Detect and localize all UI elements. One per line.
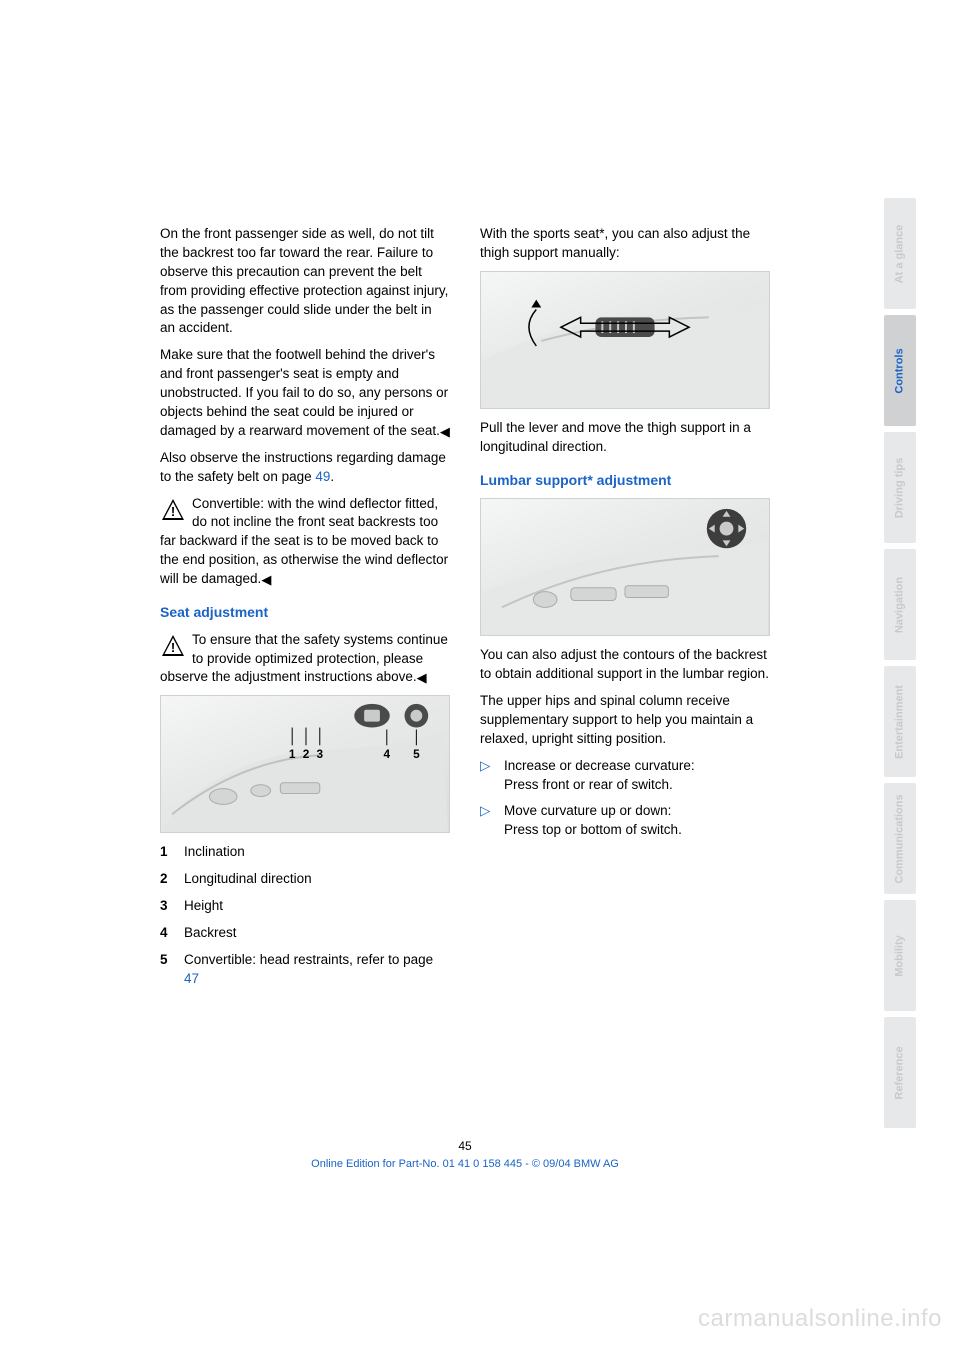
list-item: 5Convertible: head restraints, refer to … xyxy=(160,951,450,989)
list-item: ▷ Increase or decrease curvature: Press … xyxy=(480,757,770,795)
list-item: ▷ Move curvature up or down: Press top o… xyxy=(480,802,770,840)
svg-text:!: ! xyxy=(171,640,175,655)
list-text: Height xyxy=(184,897,223,916)
body-text: Convertible: with the wind deflector fit… xyxy=(160,496,448,587)
section-heading: Seat adjustment xyxy=(160,603,450,623)
figure-seat-adjustment: 1 2 3 4 5 xyxy=(160,695,450,833)
section-tabs: At a glance Controls Driving tips Naviga… xyxy=(884,198,916,1134)
tab-navigation[interactable]: Navigation xyxy=(884,549,916,660)
footer: 45 Online Edition for Part-No. 01 41 0 1… xyxy=(160,1138,770,1172)
watermark: carmanualsonline.info xyxy=(698,1302,942,1336)
list-item: 1Inclination xyxy=(160,843,450,862)
body-text: To ensure that the safety systems contin… xyxy=(160,632,448,685)
body-text: Make sure that the footwell behind the d… xyxy=(160,346,450,440)
body-text: The upper hips and spinal column receive… xyxy=(480,692,770,749)
numbered-list: 1Inclination 2Longitudinal direction 3He… xyxy=(160,843,450,988)
column-left: On the front passenger side as well, do … xyxy=(160,225,450,997)
tab-driving-tips[interactable]: Driving tips xyxy=(884,432,916,543)
end-triangle-icon: ◀ xyxy=(440,425,450,438)
figure-label: 4 xyxy=(384,747,391,761)
figure-label: 1 xyxy=(289,747,296,761)
figure-lumbar-support xyxy=(480,498,770,636)
list-number: 3 xyxy=(160,897,184,916)
page-number: 45 xyxy=(160,1138,770,1155)
body-text: Pull the lever and move the thigh suppor… xyxy=(480,419,770,457)
list-number: 1 xyxy=(160,843,184,862)
figure-label: 2 xyxy=(303,747,310,761)
section-heading: Lumbar support* adjustment xyxy=(480,471,770,491)
list-item: 2Longitudinal direction xyxy=(160,870,450,889)
content-columns: On the front passenger side as well, do … xyxy=(160,225,910,997)
page-link[interactable]: 49 xyxy=(315,469,330,484)
body-text: . xyxy=(330,469,334,484)
end-triangle-icon: ◀ xyxy=(261,573,271,586)
tab-mobility[interactable]: Mobility xyxy=(884,900,916,1011)
figure-label: 5 xyxy=(413,747,420,761)
list-item: 4Backrest xyxy=(160,924,450,943)
bullet-list: ▷ Increase or decrease curvature: Press … xyxy=(480,757,770,841)
figure-label: 3 xyxy=(316,747,323,761)
list-text: Inclination xyxy=(184,843,245,862)
svg-text:!: ! xyxy=(171,504,175,519)
list-text: Increase or decrease curvature: Press fr… xyxy=(504,757,695,795)
body-text: Also observe the instructions regarding … xyxy=(160,450,446,484)
tab-reference[interactable]: Reference xyxy=(884,1017,916,1128)
body-text: Also observe the instructions regarding … xyxy=(160,449,450,487)
list-number: 2 xyxy=(160,870,184,889)
warning-icon: ! xyxy=(160,633,186,659)
tab-at-a-glance[interactable]: At a glance xyxy=(884,198,916,309)
body-text: On the front passenger side as well, do … xyxy=(160,225,450,338)
warning-icon: ! xyxy=(160,497,186,523)
list-item: 3Height xyxy=(160,897,450,916)
list-text: Move curvature up or down: Press top or … xyxy=(504,802,682,840)
column-right: With the sports seat*, you can also adju… xyxy=(480,225,770,997)
tab-controls[interactable]: Controls xyxy=(884,315,916,426)
list-text: Convertible: head restraints, refer to p… xyxy=(184,951,450,989)
body-text: Make sure that the footwell behind the d… xyxy=(160,347,448,438)
arrow-icon: ▷ xyxy=(480,802,504,840)
page: On the front passenger side as well, do … xyxy=(0,0,960,1358)
list-number: 4 xyxy=(160,924,184,943)
edition-line: Online Edition for Part-No. 01 41 0 158 … xyxy=(311,1158,619,1170)
page-link[interactable]: 47 xyxy=(184,971,199,986)
body-text: With the sports seat*, you can also adju… xyxy=(480,225,770,263)
list-text: Backrest xyxy=(184,924,237,943)
list-text: Longitudinal direction xyxy=(184,870,312,889)
end-triangle-icon: ◀ xyxy=(417,671,427,684)
figure-thigh-support xyxy=(480,271,770,409)
body-text: You can also adjust the contours of the … xyxy=(480,646,770,684)
tab-entertainment[interactable]: Entertainment xyxy=(884,666,916,777)
warning-block: ! Convertible: with the wind deflector f… xyxy=(160,495,450,589)
warning-block: ! To ensure that the safety systems cont… xyxy=(160,631,450,688)
list-number: 5 xyxy=(160,951,184,989)
tab-communications[interactable]: Communications xyxy=(884,783,916,894)
arrow-icon: ▷ xyxy=(480,757,504,795)
